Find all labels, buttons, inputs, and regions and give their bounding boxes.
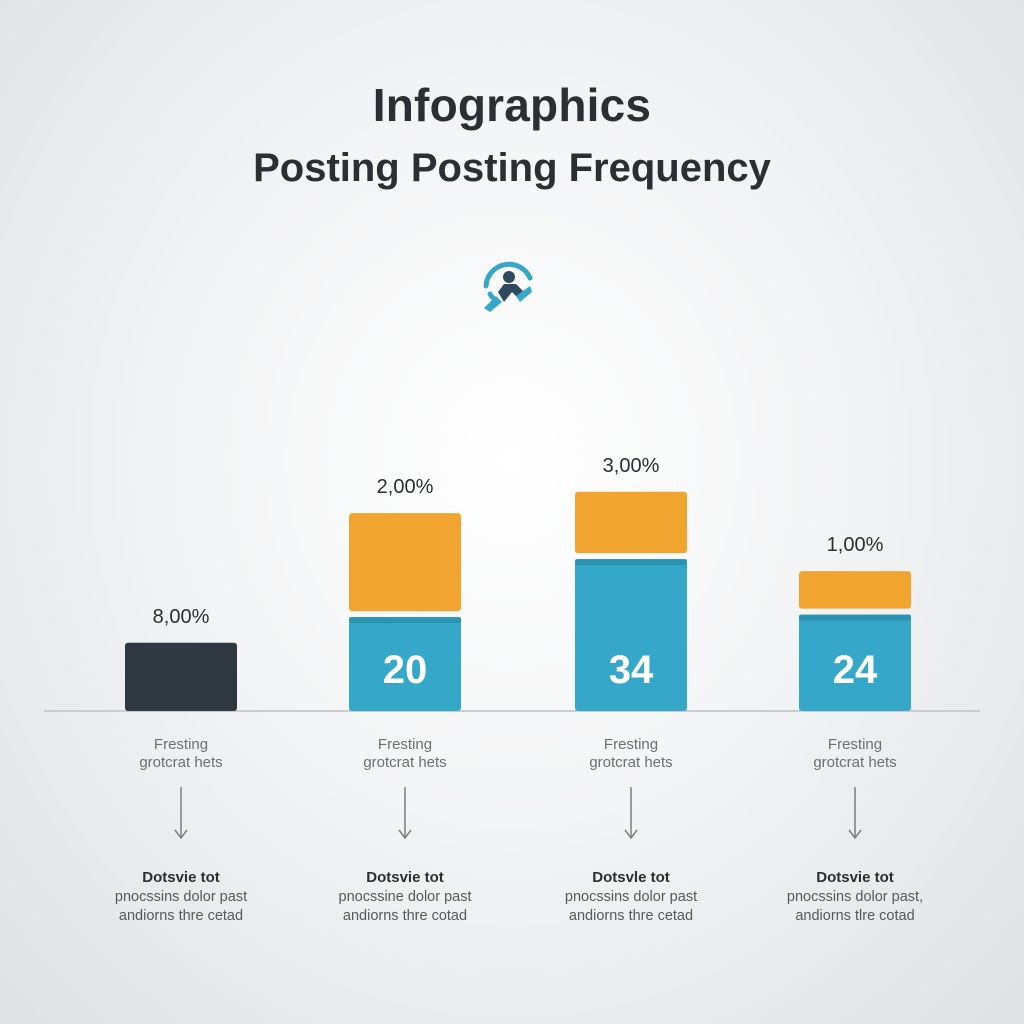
column-description-3: Dotsvle tot pnocssins dolor past andiorns …: [521, 868, 741, 926]
chart-title: Infographics: [372, 79, 652, 131]
description-line-1: pnocssins dolor past,: [786, 889, 924, 905]
description-line-2: andiorns thre cetad: [118, 908, 244, 924]
caption-line-1: Fresting: [153, 736, 209, 753]
description-line-2: andiorns thre cotad: [342, 908, 468, 924]
bar-segment-top-4: [799, 571, 911, 609]
bar-segment-top-3: [575, 491, 687, 554]
arrow-down-icon: [398, 787, 412, 840]
person-analytics-icon: [483, 261, 533, 312]
description-title: Dotsvie tot: [816, 869, 894, 886]
description-line-2: andiorns tlre cotad: [795, 908, 915, 924]
description-line-1: pnocssins dolor past: [564, 889, 698, 905]
column-description-2: Dotsvie tot pnocssine dolor past andiorns …: [295, 868, 515, 926]
caption-line-2: grotcrat hets: [589, 754, 673, 771]
chart-subtitle: Posting Posting Frequency: [253, 146, 771, 190]
bar-value-label-4: 24: [833, 648, 878, 692]
bar-segment-top-2: [349, 513, 461, 612]
caption-line-1: Fresting: [603, 736, 659, 753]
column-caption-2: Fresting grotcrat hets: [305, 736, 505, 772]
arrow-down-icon: [848, 787, 862, 840]
caption-line-1: Fresting: [827, 736, 883, 753]
bar-segment-base-2: [349, 617, 461, 711]
description-title: Dotsvie tot: [142, 869, 220, 886]
bar-segment-edge-4: [799, 614, 911, 621]
bar-segment-base-4: [799, 614, 911, 711]
description-title: Dotsvle tot: [592, 869, 670, 886]
column-caption-1: Fresting grotcrat hets: [81, 736, 281, 772]
caption-line-1: Fresting: [377, 736, 433, 753]
description-line-1: pnocssins dolor past: [114, 889, 248, 905]
column-caption-3: Fresting grotcrat hets: [531, 736, 731, 772]
bar-value-label-2: 20: [383, 648, 428, 692]
description-line-2: andiorns thre cetad: [568, 908, 694, 924]
caption-line-2: grotcrat hets: [139, 754, 223, 771]
column-description-1: Dotsvie tot pnocssins dolor past andiorns …: [71, 868, 291, 926]
bar-segment-edge-2: [349, 617, 461, 624]
bar-segment-base-3: [575, 559, 687, 711]
bars-group: 8,00% 20 2,00% 34 3,00% 24 1,00%: [125, 455, 911, 711]
column-caption-4: Fresting grotcrat hets: [755, 736, 955, 772]
caption-line-2: grotcrat hets: [813, 754, 897, 771]
bar-top-label-3: 3,00%: [603, 455, 660, 477]
description-title: Dotsvie tot: [366, 869, 444, 886]
column-description-4: Dotsvie tot pnocssins dolor past, andiorns…: [745, 868, 965, 926]
bar-value-label-3: 34: [609, 648, 654, 692]
caption-line-2: grotcrat hets: [363, 754, 447, 771]
arrow-down-icon: [174, 787, 188, 840]
arrow-down-icon: [624, 787, 638, 840]
description-line-1: pnocssine dolor past: [338, 889, 472, 905]
bar-top-label-1: 8,00%: [153, 606, 210, 628]
bar-segment-edge-3: [575, 559, 687, 566]
bar-top-label-2: 2,00%: [377, 476, 434, 498]
bar-top-label-4: 1,00%: [827, 534, 884, 556]
bar-segment-base-1: [125, 642, 237, 711]
